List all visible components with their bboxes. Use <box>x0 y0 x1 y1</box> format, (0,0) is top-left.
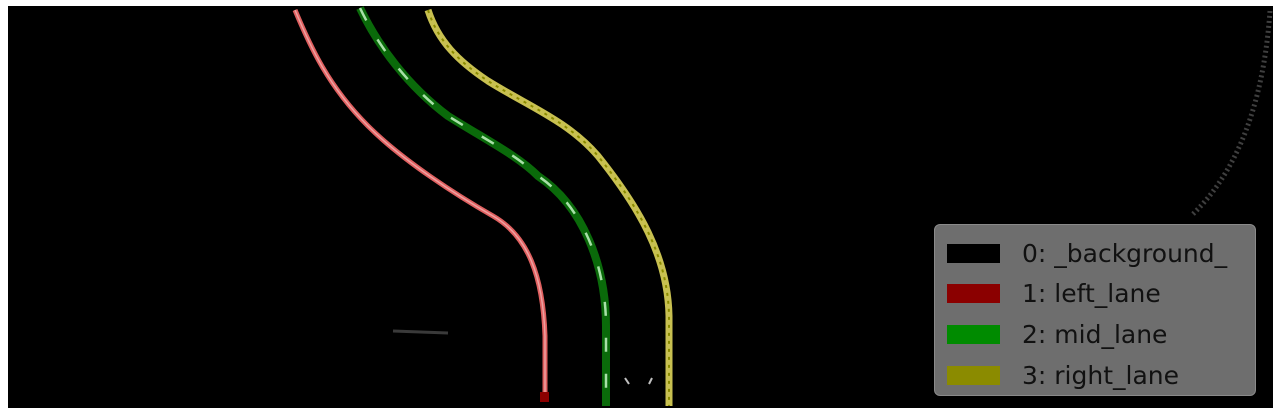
left-lane-mask <box>292 9 548 400</box>
legend-item-background: 0: _background_ <box>935 237 1255 271</box>
segmentation-image: 0: _background_ 1: left_lane 2: mid_lane… <box>8 6 1273 408</box>
class-legend: 0: _background_ 1: left_lane 2: mid_lane… <box>934 224 1256 396</box>
right-lane-mask <box>424 8 673 406</box>
left-lane-highlight <box>294 9 546 400</box>
legend-label-background: 0: _background_ <box>1022 239 1228 268</box>
legend-item-mid-lane: 2: mid_lane <box>935 318 1255 352</box>
right-lane-texture <box>427 9 670 406</box>
legend-label-right-lane: 3: right_lane <box>1022 361 1180 390</box>
mid-lane-mask <box>356 6 610 406</box>
legend-swatch-left-lane <box>947 284 1000 303</box>
legend-swatch-mid-lane <box>947 325 1000 344</box>
legend-swatch-right-lane <box>947 366 1000 385</box>
marker-artifact <box>624 377 653 385</box>
legend-label-left-lane: 1: left_lane <box>1022 279 1161 308</box>
legend-label-mid-lane: 2: mid_lane <box>1022 320 1168 349</box>
left-lane-end-marker <box>540 392 549 402</box>
legend-swatch-background <box>947 244 1000 263</box>
ground-artifact <box>392 329 449 335</box>
lane-mask-overlay <box>292 6 1273 406</box>
legend-item-left-lane: 1: left_lane <box>935 277 1255 311</box>
right-edge-artifact <box>1191 10 1273 216</box>
legend-item-right-lane: 3: right_lane <box>935 359 1255 393</box>
